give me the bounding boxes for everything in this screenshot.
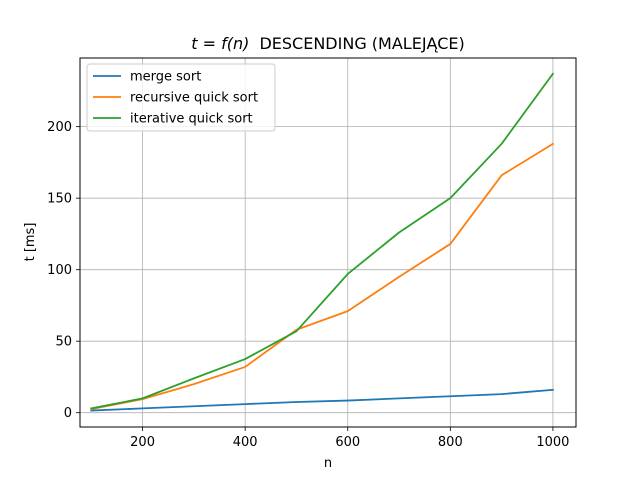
legend-label-recursive-quick-sort: recursive quick sort	[130, 91, 258, 106]
legend: merge sort recursive quick sort iterative …	[86, 63, 276, 132]
plot-area-frame	[79, 57, 577, 428]
chart-title: t = f(n) DESCENDING (MALEJĄCE)	[191, 34, 464, 53]
series-line-iterative-quick-sort	[90, 72, 555, 410]
x-tick-label: 600	[335, 435, 360, 450]
y-tick-label: 150	[47, 192, 72, 207]
series-line-recursive-quick-sort	[90, 142, 555, 411]
x-tick-label: 1000	[536, 435, 569, 450]
y-tick-label: 50	[55, 335, 72, 350]
x-tick-label: 200	[130, 435, 155, 450]
y-tick-label: 100	[47, 263, 72, 278]
chart-title-formula: t = f(n)	[191, 34, 249, 53]
y-axis: 0 50 100 150 200	[47, 120, 80, 421]
legend-box	[86, 63, 276, 132]
y-tick-label: 0	[64, 406, 72, 421]
grid	[80, 58, 576, 427]
chart-title-text: DESCENDING (MALEJĄCE)	[259, 34, 464, 53]
x-axis-label: n	[324, 456, 332, 471]
series-line-merge-sort	[90, 388, 554, 412]
x-tick-label: 400	[233, 435, 258, 450]
series-group	[90, 72, 555, 412]
legend-label-iterative-quick-sort: iterative quick sort	[130, 112, 253, 127]
y-axis-label: t [ms]	[23, 223, 38, 262]
legend-label-merge-sort: merge sort	[130, 70, 201, 85]
x-axis: 200 400 600 800 1000	[130, 427, 569, 450]
y-tick-label: 200	[47, 120, 72, 135]
x-tick-label: 800	[438, 435, 463, 450]
